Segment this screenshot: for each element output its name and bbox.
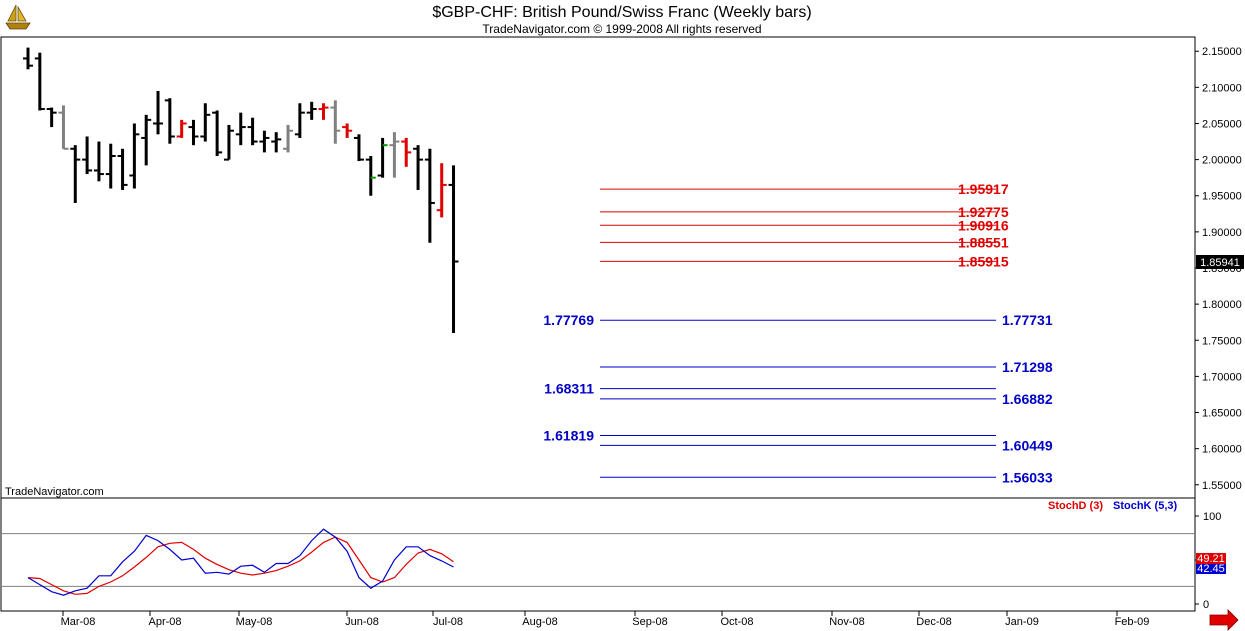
last-price-label: 1.85941 [1200, 257, 1240, 269]
x-axis: Mar-08 Apr-08 May-08 Jun-08 Jul-08 Aug-08 Sep-… [61, 611, 1150, 628]
stochk-line [27, 528, 454, 596]
ohlc-bar [164, 98, 175, 144]
x-tick-label: Jan-09 [1005, 616, 1039, 628]
ohlc-bar [271, 132, 282, 153]
ohlc-bar [283, 124, 294, 153]
ohlc-bar [34, 52, 45, 111]
ohlc-bar [247, 117, 258, 146]
y-tick-label: 2.00000 [1202, 155, 1242, 167]
level-label: 1.56033 [1002, 469, 1053, 485]
stochk-last-value: 42.45 [1197, 563, 1225, 575]
level-label-left: 1.68311 [544, 381, 594, 397]
x-tick-label: Apr-08 [148, 616, 181, 628]
scroll-right-arrow-icon[interactable] [1209, 609, 1239, 631]
ohlc-bar [318, 103, 329, 120]
ohlc-bar [93, 141, 104, 182]
ohlc-bar [82, 136, 93, 175]
level-label: 1.71298 [1002, 359, 1053, 375]
ohlc-bar [117, 148, 128, 190]
ohlc-bar [306, 101, 317, 120]
ohlc-bar [153, 90, 164, 135]
stochd-line [27, 536, 454, 595]
ohlc-bar [342, 123, 353, 138]
ohlc-bars [23, 47, 459, 334]
chart-subtitle: TradeNavigator.com © 1999-2008 All right… [482, 22, 761, 36]
y-tick-label: 1.95000 [1202, 191, 1242, 203]
level-label: 1.66882 [1002, 391, 1053, 407]
ohlc-bar [436, 163, 447, 218]
ohlc-bar [294, 103, 305, 138]
level-label: 1.77731 [1002, 312, 1053, 328]
x-tick-label: Sep-08 [632, 616, 667, 628]
ohlc-bar [424, 148, 435, 243]
x-tick-label: Aug-08 [522, 616, 557, 628]
last-price-badge: 1.85941 [1196, 255, 1244, 269]
y-tick-label: 1.65000 [1202, 408, 1242, 420]
stoch-tick-label: 0 [1203, 599, 1209, 611]
ohlc-bar [259, 130, 270, 153]
level-label: 1.90916 [958, 217, 1009, 233]
y-tick-label: 1.80000 [1202, 299, 1242, 311]
ohlc-bar [235, 112, 246, 146]
level-label-left: 1.61819 [543, 428, 594, 444]
x-tick-label: May-08 [236, 616, 273, 628]
ohlc-bar [401, 137, 412, 167]
level-label: 1.92775 [958, 204, 1009, 220]
stochastic-lines [27, 528, 454, 596]
ohlc-bar [105, 143, 116, 189]
ohlc-bar [377, 137, 388, 178]
stoch-last-badges: 49.21 42.45 [1196, 553, 1226, 575]
legend-stochk: StochK (5,3) [1113, 500, 1178, 512]
level-label: 1.95917 [958, 181, 1009, 197]
y-tick-label: 1.75000 [1202, 335, 1242, 347]
ohlc-bar [200, 103, 211, 142]
ohlc-bar [23, 47, 33, 70]
sailboat-logo-icon[interactable] [5, 4, 31, 30]
x-tick-label: Feb-09 [1115, 616, 1150, 628]
x-tick-label: Mar-08 [61, 616, 96, 628]
stoch-tick-label: 100 [1203, 511, 1221, 523]
stochastic-panel [0, 497, 1196, 612]
ohlc-bar [365, 156, 376, 196]
x-tick-label: Oct-08 [720, 616, 753, 628]
ohlc-bar [58, 105, 69, 150]
level-label: 1.88551 [958, 234, 1009, 250]
stochd-last-value: 49.21 [1197, 553, 1225, 565]
ohlc-bar [188, 119, 199, 146]
y-tick-label: 1.55000 [1202, 480, 1242, 492]
legend-stochd: StochD (3) [1048, 500, 1103, 512]
stochastic-reference-lines [1, 533, 1195, 587]
y-tick-label: 1.60000 [1202, 444, 1242, 456]
ohlc-bar [129, 123, 140, 189]
price-panel [0, 36, 1196, 499]
ohlc-bar [353, 134, 364, 162]
ohlc-bar [223, 124, 234, 161]
ohlc-bar [176, 119, 187, 138]
ohlc-bar [389, 132, 400, 178]
level-label: 1.60449 [1002, 437, 1053, 453]
ohlc-bar [448, 165, 459, 334]
ohlc-bar [46, 107, 57, 128]
price-y-axis: 2.15000 2.10000 2.05000 2.00000 1.95000 1.900… [1195, 46, 1242, 492]
level-label: 1.85915 [958, 253, 1009, 269]
ohlc-bar [141, 114, 152, 166]
x-tick-label: Dec-08 [916, 616, 951, 628]
y-tick-label: 2.15000 [1202, 46, 1242, 58]
watermark: TradeNavigator.com [5, 486, 104, 498]
chart-title: $GBP-CHF: British Pound/Swiss Franc (Wee… [432, 4, 811, 21]
ohlc-bar [212, 110, 223, 156]
y-tick-label: 1.70000 [1202, 371, 1242, 383]
x-tick-label: Jun-08 [345, 616, 379, 628]
y-tick-label: 1.90000 [1202, 227, 1242, 239]
ohlc-bar [413, 145, 424, 190]
y-tick-label: 2.10000 [1202, 82, 1242, 94]
ohlc-bar [70, 145, 81, 203]
x-tick-label: Nov-08 [829, 616, 864, 628]
x-tick-label: Jul-08 [433, 616, 463, 628]
ohlc-bar [330, 100, 341, 144]
level-label-left: 1.77769 [543, 312, 594, 328]
y-tick-label: 2.05000 [1202, 118, 1242, 130]
